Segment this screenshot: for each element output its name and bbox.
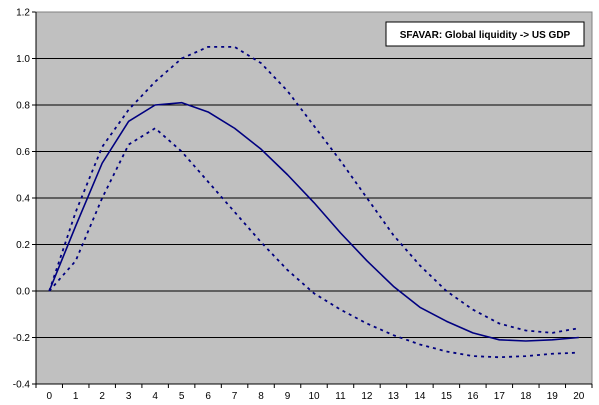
y-tick-label: 1.0 xyxy=(16,54,30,65)
y-tick-label: 0.0 xyxy=(16,287,30,298)
x-tick-labels: 0 1 2 3 4 5 6 7 8 9 10 11 12 13 14 15 16 17 18 19 20 xyxy=(35,384,593,402)
x-tick-label: 8 xyxy=(258,391,264,402)
y-tick-labels: -0.4 -0.2 0.0 0.2 0.4 0.6 0.8 1.0 1.2 xyxy=(13,8,31,391)
x-tick-label: 20 xyxy=(573,391,585,402)
x-tick-label: 11 xyxy=(335,391,346,402)
x-tick-label: 7 xyxy=(232,391,238,402)
y-tick-label: -0.4 xyxy=(13,380,31,391)
x-tick-label: 6 xyxy=(205,391,211,402)
x-tick-label: 1 xyxy=(73,391,79,402)
y-tick-label: 0.2 xyxy=(16,240,30,251)
x-tick-label: 2 xyxy=(99,391,105,402)
x-tick-label: 9 xyxy=(285,391,291,402)
axes xyxy=(35,11,593,385)
x-tick-label: 5 xyxy=(179,391,185,402)
legend: SFAVAR: Global liquidity -> US GDP xyxy=(385,21,585,47)
x-tick-label: 4 xyxy=(152,391,158,402)
y-tick-label: 0.8 xyxy=(16,101,30,112)
x-tick-label: 13 xyxy=(388,391,400,402)
series-line-band xyxy=(48,45,579,334)
x-tick-label: 19 xyxy=(547,391,559,402)
x-tick-label: 16 xyxy=(467,391,479,402)
x-tick-label: 3 xyxy=(126,391,132,402)
legend-label: SFAVAR: Global liquidity -> US GDP xyxy=(400,30,571,41)
x-tick-label: 18 xyxy=(520,391,532,402)
y-tick-label: -0.2 xyxy=(13,333,31,344)
x-tick-label: 12 xyxy=(361,391,373,402)
x-tick-label: 0 xyxy=(46,391,52,402)
y-tick-label: 1.2 xyxy=(16,8,30,19)
y-tick-label: 0.4 xyxy=(16,194,30,205)
series-line-band xyxy=(48,127,579,359)
legend-box xyxy=(385,21,585,47)
x-tick-label: 17 xyxy=(494,391,506,402)
x-tick-label: 15 xyxy=(441,391,453,402)
series-line-estimate xyxy=(48,101,579,342)
x-tick-label: 10 xyxy=(308,391,320,402)
x-tick-label: 14 xyxy=(414,391,426,402)
series-lines xyxy=(48,45,579,359)
y-tick-label: 0.6 xyxy=(16,147,30,158)
